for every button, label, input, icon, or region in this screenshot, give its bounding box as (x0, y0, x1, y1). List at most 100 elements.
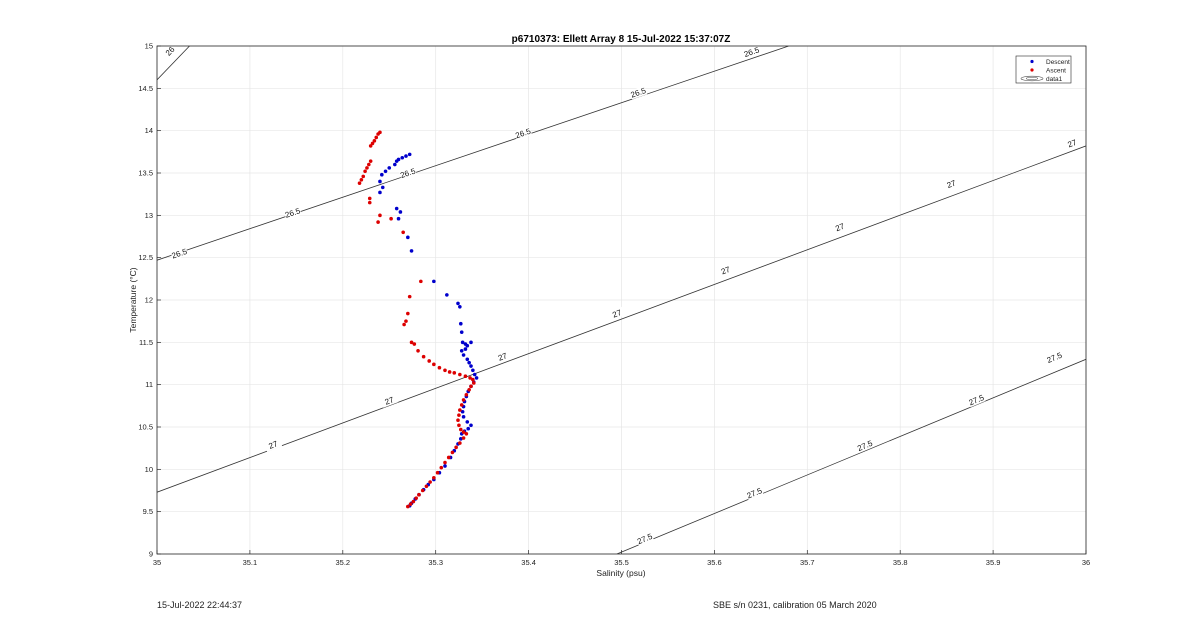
isopycnal-label: 27 (720, 265, 732, 277)
x-tick-label: 35.1 (243, 558, 258, 567)
data-point-ascent (414, 496, 418, 500)
data-point-ascent (437, 365, 442, 370)
isopycnal-label-background (629, 85, 648, 100)
y-tick-label: 12.5 (138, 253, 153, 262)
data-point-ascent (368, 144, 373, 148)
data-point-ascent (443, 368, 447, 373)
data-point-ascent (359, 177, 364, 182)
data-point-descent (443, 464, 447, 468)
x-tick-label: 35.4 (521, 558, 536, 567)
isopycnal-label-background (514, 126, 533, 141)
x-tick-label: 35.6 (707, 558, 722, 567)
data-point-descent (393, 162, 397, 167)
data-point-ascent (420, 488, 425, 493)
data-point-ascent (464, 393, 469, 397)
isopycnal-line-26 (157, 46, 190, 81)
data-point-ascent (435, 470, 440, 475)
x-tick-label: 35.3 (428, 558, 443, 567)
isopycnal-label: 27 (946, 178, 958, 190)
legend-entry-descent: Descent (1046, 59, 1070, 66)
data-point-ascent (367, 162, 371, 167)
data-point-ascent (412, 342, 417, 346)
data-point-ascent (428, 480, 432, 484)
y-tick-label: 11 (145, 380, 153, 389)
data-point-ascent (447, 370, 452, 374)
y-tick-label: 12 (145, 296, 153, 305)
data-point-descent (469, 340, 473, 345)
isopycnal-label-background (380, 393, 399, 408)
data-point-descent (407, 152, 412, 157)
data-point-descent (474, 376, 479, 380)
y-tick-label: 13.5 (138, 169, 153, 178)
data-point-ascent (457, 413, 461, 417)
data-point-descent (380, 172, 384, 177)
y-tick-label: 9 (149, 550, 153, 559)
data-point-descent (398, 210, 403, 214)
data-point-ascent (372, 139, 377, 143)
data-point-ascent (458, 441, 462, 445)
isopycnal-label-background (742, 46, 761, 59)
legend-box (1015, 55, 1072, 84)
isopycnal-label-background (830, 220, 849, 235)
data-point-ascent (427, 359, 431, 363)
data-point-descent (471, 368, 475, 373)
y-tick-label: 15 (145, 42, 153, 51)
data-point-descent (460, 409, 465, 414)
legend: Descent Ascent data1 (1015, 55, 1072, 84)
isopycnal-label-background (607, 306, 626, 321)
data-point-ascent (357, 181, 362, 185)
data-point-descent (380, 185, 385, 190)
data-point-ascent (464, 431, 469, 436)
data-point-descent (472, 372, 477, 377)
data-point-ascent (367, 196, 372, 201)
data-point-ascent (407, 294, 412, 299)
isopycnal-label: 27 (497, 351, 509, 363)
isopycnal-label-background (398, 166, 417, 180)
y-tick-label: 11.5 (139, 338, 153, 347)
isopycnal-label: 27 (267, 439, 279, 451)
chart-title: p6710373: Ellett Array 8 15-Jul-2022 15:… (512, 34, 731, 45)
data-point-ascent (456, 418, 460, 423)
legend-entry-ascent: Ascent (1046, 68, 1066, 75)
data-point-ascent (376, 220, 380, 224)
data-point-ascent (471, 381, 476, 385)
data-point-ascent (432, 476, 436, 480)
data-point-ascent (459, 403, 464, 407)
isopycnal-label: 26 (164, 45, 177, 58)
data-point-ascent (406, 504, 410, 509)
legend-entry-data1: data1 (1046, 76, 1063, 83)
data-point-ascent (458, 427, 463, 432)
data-point-descent (469, 364, 473, 368)
isopycnal-label-background (1062, 136, 1082, 151)
data-point-ascent (467, 387, 471, 392)
isopycnal-label-background (745, 485, 764, 501)
data-point-ascent (406, 311, 410, 316)
data-point-ascent (450, 450, 455, 455)
series-descent (378, 152, 479, 508)
data-point-ascent (409, 340, 414, 345)
data-point-descent (394, 206, 399, 211)
data-point-ascent (365, 166, 369, 170)
data-point-descent (378, 190, 382, 195)
legend-marker-contour-icon (1020, 75, 1044, 82)
data-point-descent (461, 353, 466, 357)
data-point-ascent (446, 455, 451, 460)
data-point-ascent (468, 376, 472, 380)
data-point-ascent (402, 322, 406, 327)
isopycnal-label-background (1045, 350, 1064, 365)
data-point-ascent (389, 216, 393, 221)
data-point-descent (456, 301, 460, 306)
data-point-descent (383, 169, 388, 174)
isopycnal-label: 27 (384, 395, 396, 407)
data-point-descent (458, 437, 463, 441)
data-point-ascent (363, 169, 367, 174)
data-point-ascent (471, 377, 475, 382)
data-point-ascent (461, 436, 466, 440)
data-point-descent (465, 420, 470, 424)
profile-points (357, 130, 479, 509)
data-point-ascent (368, 159, 373, 163)
data-point-ascent (404, 319, 408, 323)
x-tick-label: 36 (1082, 558, 1090, 567)
isopycnal-label-background (161, 46, 179, 60)
